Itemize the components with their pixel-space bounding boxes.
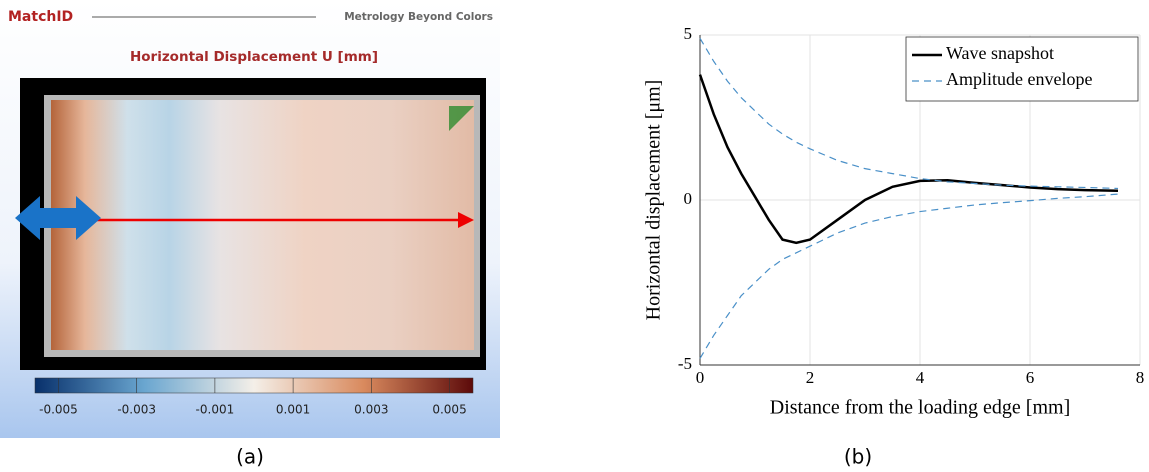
colorbar-tick-label: -0.001 [196, 403, 235, 417]
y-tick-label: -5 [678, 354, 692, 373]
caption: (a) [236, 445, 264, 469]
x-axis-label: Distance from the loading edge [mm] [770, 397, 1070, 419]
x-tick-label: 8 [1136, 368, 1145, 387]
y-axis-label: Horizontal displacement [μm] [643, 80, 665, 321]
tagline: Metrology Beyond Colors [344, 11, 493, 23]
figure: MatchID Metrology Beyond Colors Horizont… [0, 0, 1149, 472]
legend-label: Wave snapshot [946, 43, 1054, 63]
x-tick-label: 2 [806, 368, 815, 387]
brand: MatchID [8, 9, 73, 25]
displacement-field [51, 100, 474, 350]
colorbar-tick-label: 0.001 [276, 403, 310, 417]
colorbar-tick-label: 0.005 [432, 403, 466, 417]
colorbar-gradient [35, 378, 473, 393]
y-tick-label: 0 [684, 189, 693, 208]
panel-a: MatchID Metrology Beyond Colors Horizont… [0, 0, 500, 469]
colorbar-tick-label: -0.003 [117, 403, 156, 417]
panel-title: Horizontal Displacement U [mm] [130, 49, 378, 65]
x-tick-label: 0 [696, 368, 705, 387]
caption: (b) [844, 445, 872, 469]
legend-label: Amplitude envelope [946, 69, 1092, 89]
x-tick-label: 4 [916, 368, 925, 387]
colorbar-tick-label: 0.003 [354, 403, 388, 417]
colorbar-tick-label: -0.005 [39, 403, 78, 417]
y-tick-label: 5 [684, 24, 693, 43]
series-line [700, 194, 1118, 358]
x-tick-label: 6 [1026, 368, 1035, 387]
